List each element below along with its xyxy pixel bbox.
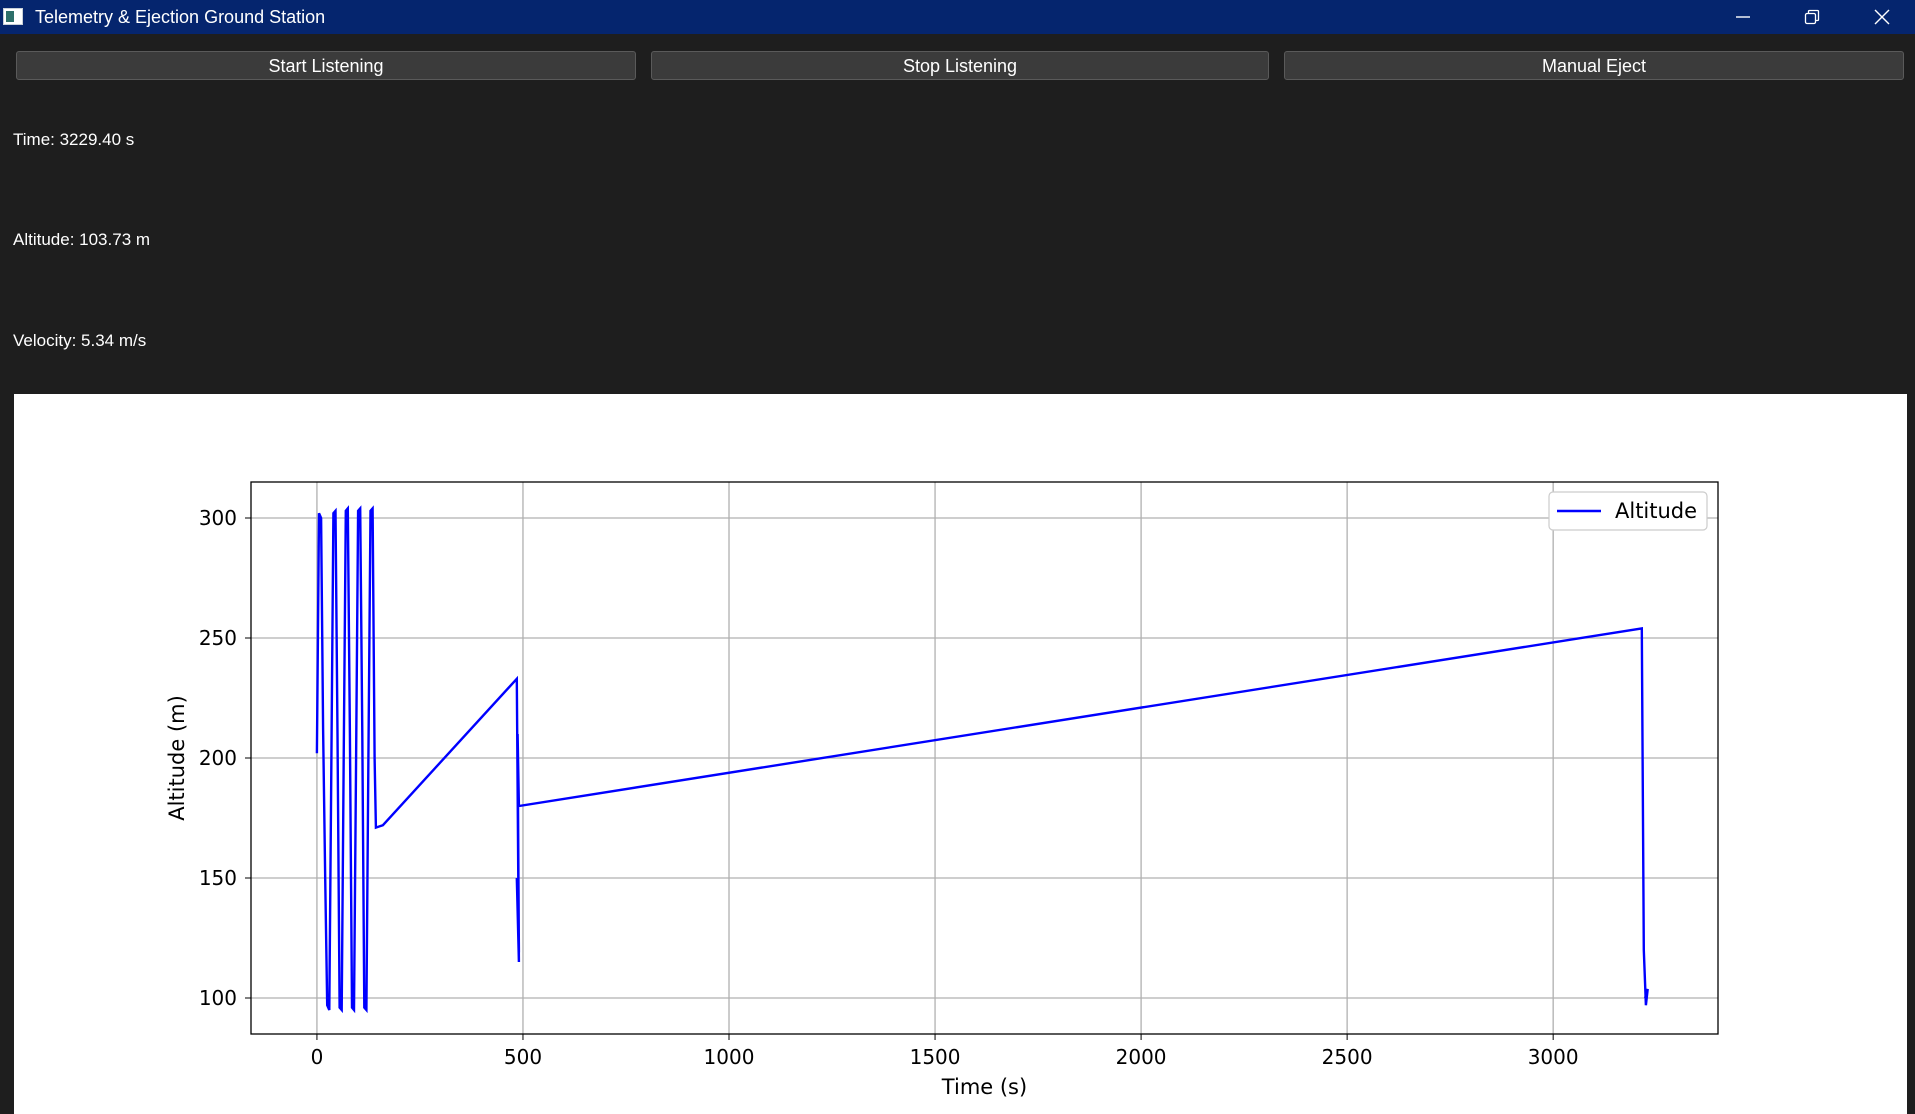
altitude-readout: Altitude: 103.73 m — [13, 230, 151, 249]
axes-frame — [250, 481, 1719, 1035]
title-bar: Telemetry & Ejection Ground Station — [0, 0, 1915, 34]
window-title: Telemetry & Ejection Ground Station — [35, 7, 326, 27]
stop-listening-button[interactable]: Stop Listening — [651, 51, 1269, 80]
x-tick-label: 2500 — [1322, 1045, 1373, 1069]
x-axis-label: Time (s) — [941, 1075, 1027, 1099]
y-tick-label: 300 — [199, 506, 237, 530]
altitude-chart: 0 500 1000 1500 2000 2500 3000 100 150 200 250 300 T… — [165, 481, 1719, 1099]
y-tick-label: 250 — [199, 626, 237, 650]
plot-canvas[interactable]: 0 500 1000 1500 2000 2500 3000 100 150 200 250 300 T… — [14, 394, 1907, 1114]
y-tick-label: 200 — [199, 746, 237, 770]
start-listening-button[interactable]: Start Listening — [16, 51, 636, 80]
manual-eject-button[interactable]: Manual Eject — [1284, 51, 1904, 80]
x-tick-label: 2000 — [1116, 1045, 1167, 1069]
legend-label: Altitude — [1615, 499, 1697, 523]
minimize-button[interactable] — [1710, 0, 1776, 34]
time-readout: Time: 3229.40 s — [13, 130, 135, 149]
x-tick-label: 0 — [311, 1045, 324, 1069]
legend-box — [1548, 491, 1708, 531]
restore-icon — [1804, 9, 1820, 25]
x-tick-label: 1500 — [910, 1045, 961, 1069]
close-button[interactable] — [1849, 0, 1915, 34]
app-icon — [3, 8, 23, 25]
x-tick-label: 3000 — [1528, 1045, 1579, 1069]
restore-button[interactable] — [1779, 0, 1845, 34]
y-tick-label: 150 — [199, 866, 237, 890]
velocity-readout: Velocity: 5.34 m/s — [13, 331, 147, 350]
y-tick-label: 100 — [199, 986, 237, 1010]
x-tick-label: 500 — [504, 1045, 542, 1069]
y-axis-label: Altitude (m) — [165, 695, 189, 821]
x-tick-label: 1000 — [704, 1045, 755, 1069]
altitude-series-line — [315, 505, 1649, 1014]
minimize-icon — [1736, 16, 1750, 18]
close-icon — [1874, 9, 1890, 25]
